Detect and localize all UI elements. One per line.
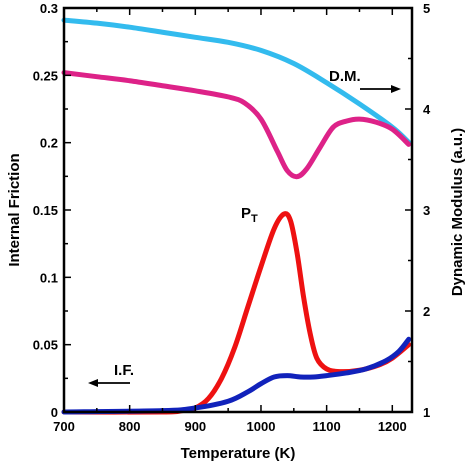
if-annotation: I.F.: [114, 362, 134, 379]
y-axis-right-title: Dynamic Modulus (a.u.): [449, 128, 466, 296]
series-line-1: [61, 17, 412, 145]
y-right-tick-label: 1: [423, 405, 430, 420]
y-left-tick-label: 0.1: [40, 270, 58, 285]
dm-annotation: D.M.: [329, 68, 361, 85]
y-left-tick-label: 0.2: [40, 136, 58, 151]
x-tick-label: 1000: [247, 419, 276, 434]
ticks: 700 800 900 1000 1100 1200 0 0.05 0.1 0.15 0.2 0.25…: [33, 1, 431, 434]
y-right-tick-label: 2: [423, 304, 430, 319]
y-axis-left-title: Internal Friction: [6, 153, 23, 266]
y-left-tick-label: 0.05: [33, 338, 58, 353]
series-line-4: [61, 336, 412, 415]
if-arrow: [88, 379, 130, 387]
x-tick-label: 1100: [313, 419, 341, 434]
x-tick-label: 800: [119, 419, 141, 434]
dm-arrow: [360, 85, 401, 93]
x-axis-title: Temperature (K): [181, 445, 296, 462]
y-right-tick-label: 3: [423, 203, 430, 218]
plot-lines: [61, 17, 412, 415]
y-left-tick-label: 0: [51, 405, 58, 420]
pt-annotation: PT: [241, 205, 258, 225]
y-left-tick-label: 0.3: [40, 1, 58, 16]
x-tick-label: 900: [184, 419, 206, 434]
x-tick-label: 1200: [378, 419, 407, 434]
y-right-tick-label: 5: [423, 1, 430, 16]
y-left-tick-label: 0.15: [33, 203, 58, 218]
y-right-tick-label: 4: [423, 102, 431, 117]
x-tick-label: 700: [53, 419, 75, 434]
y-left-tick-label: 0.25: [33, 68, 58, 83]
series-line-2: [61, 70, 412, 180]
